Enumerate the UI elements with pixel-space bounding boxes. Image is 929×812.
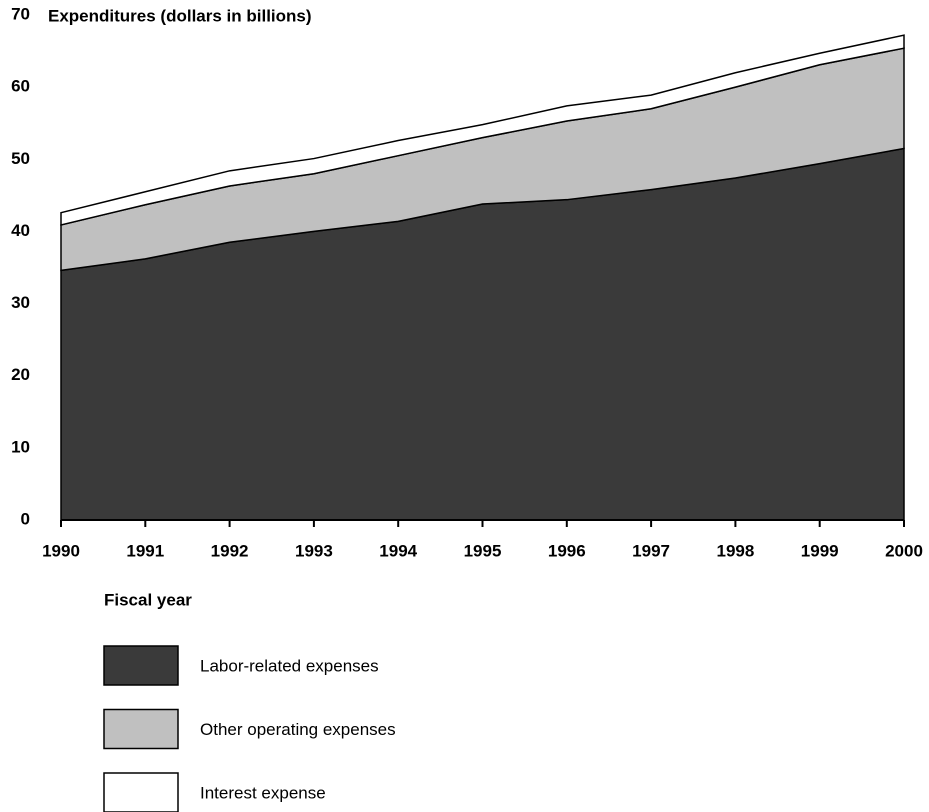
legend-swatch bbox=[103, 708, 179, 750]
legend-swatch bbox=[103, 645, 179, 686]
y-tick-label: 20 bbox=[11, 365, 30, 384]
x-tick-label: 1995 bbox=[464, 541, 502, 560]
legend-label: Interest expense bbox=[200, 783, 326, 802]
y-tick-label: 0 bbox=[21, 509, 30, 528]
legend-swatch bbox=[103, 772, 179, 812]
x-tick-label: 1994 bbox=[379, 541, 417, 560]
area bbox=[60, 34, 905, 226]
y-tick-label: 40 bbox=[11, 221, 30, 240]
x-tick-label: 1990 bbox=[42, 541, 80, 560]
x-tick-label: 1991 bbox=[126, 541, 164, 560]
y-tick-label: 70 bbox=[11, 4, 30, 23]
x-tick-label: 1996 bbox=[548, 541, 586, 560]
x-tick-label: 1998 bbox=[716, 541, 754, 560]
legend-label: Other operating expenses bbox=[200, 720, 396, 739]
y-tick-label: 50 bbox=[11, 149, 30, 168]
x-tick-label: 1993 bbox=[295, 541, 333, 560]
legend-label: Labor-related expenses bbox=[200, 656, 379, 675]
x-tick-label: 1999 bbox=[801, 541, 839, 560]
x-tick-label: 1992 bbox=[211, 541, 249, 560]
y-tick-label: 10 bbox=[11, 437, 30, 456]
y-tick-label: 30 bbox=[11, 293, 30, 312]
y-tick-label: 60 bbox=[11, 77, 30, 96]
x-tick-label: 2000 bbox=[885, 541, 923, 560]
x-axis-label: Fiscal year bbox=[104, 590, 192, 609]
x-tick-label: 1997 bbox=[632, 541, 670, 560]
chart-title: Expenditures (dollars in billions) bbox=[48, 6, 312, 25]
